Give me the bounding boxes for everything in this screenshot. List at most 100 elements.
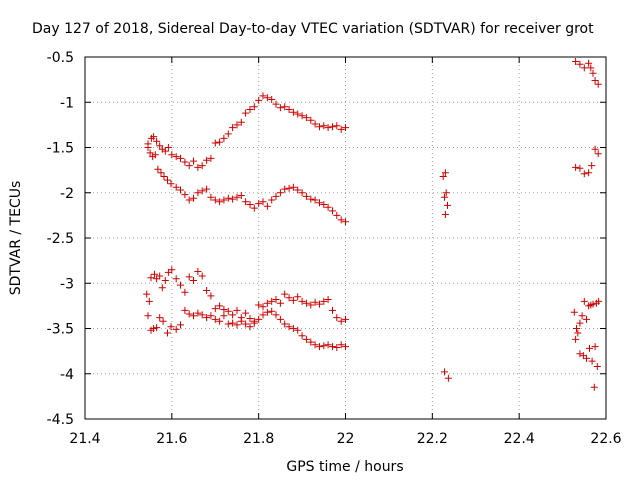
data-point bbox=[156, 272, 164, 280]
data-point bbox=[289, 325, 297, 332]
data-point bbox=[576, 350, 584, 358]
data-point bbox=[302, 114, 310, 122]
data-point bbox=[574, 329, 582, 337]
data-point bbox=[151, 151, 159, 159]
data-point bbox=[298, 297, 306, 305]
x-tick-label: 22.4 bbox=[504, 431, 535, 447]
y-tick-label: -4 bbox=[60, 367, 74, 383]
data-point bbox=[203, 156, 211, 164]
data-point bbox=[203, 314, 211, 322]
data-point bbox=[583, 315, 590, 323]
data-point bbox=[272, 296, 280, 303]
data-point bbox=[311, 196, 319, 204]
y-axis-label: SDTVAR / TECUs bbox=[8, 181, 24, 296]
data-point bbox=[185, 310, 193, 318]
data-point bbox=[294, 326, 302, 334]
data-point bbox=[190, 194, 197, 202]
data-point bbox=[151, 270, 158, 278]
data-point bbox=[172, 325, 180, 333]
data-point bbox=[185, 273, 193, 281]
data-point bbox=[160, 173, 168, 180]
data-point bbox=[439, 173, 447, 180]
grid-lines bbox=[85, 57, 606, 419]
data-point bbox=[320, 201, 328, 208]
data-point bbox=[294, 186, 302, 194]
data-point bbox=[307, 301, 315, 309]
data-point bbox=[342, 218, 349, 226]
data-point bbox=[320, 122, 328, 130]
data-point bbox=[316, 343, 323, 351]
data-point bbox=[441, 368, 448, 376]
x-tick-label: 21.4 bbox=[69, 431, 100, 447]
data-point bbox=[342, 315, 349, 323]
data-point bbox=[285, 184, 293, 192]
data-point bbox=[444, 201, 451, 209]
x-tick-labels: 21.4 21.6 21.8 22 22.2 22.4 22.6 bbox=[69, 431, 621, 447]
data-point bbox=[285, 106, 293, 113]
data-point bbox=[593, 363, 601, 370]
data-point bbox=[594, 150, 602, 158]
data-point bbox=[164, 329, 171, 337]
series-track-5 bbox=[439, 169, 452, 382]
data-point bbox=[211, 139, 219, 147]
data-point bbox=[207, 292, 215, 300]
data-point bbox=[276, 299, 284, 307]
data-point bbox=[224, 194, 232, 202]
data-point bbox=[595, 297, 603, 305]
data-point bbox=[157, 169, 165, 177]
data-point bbox=[242, 320, 250, 328]
data-point bbox=[185, 196, 193, 204]
data-point bbox=[154, 165, 162, 173]
data-point bbox=[250, 319, 258, 327]
axis-ticks bbox=[84, 56, 607, 420]
data-point bbox=[302, 192, 310, 200]
data-point bbox=[572, 58, 580, 65]
data-point bbox=[203, 185, 211, 193]
y-tick-label: -2 bbox=[60, 186, 74, 202]
data-point bbox=[181, 191, 189, 199]
data-point bbox=[583, 354, 590, 362]
data-point bbox=[181, 288, 189, 296]
data-point bbox=[337, 341, 345, 349]
chart-title: Day 127 of 2018, Sidereal Day-to-day VTE… bbox=[32, 21, 594, 37]
data-point bbox=[333, 122, 341, 130]
data-point bbox=[229, 195, 237, 203]
data-point bbox=[198, 187, 206, 195]
data-point bbox=[220, 306, 228, 313]
data-point bbox=[259, 198, 267, 206]
series-track-2 bbox=[144, 144, 349, 226]
data-point bbox=[156, 142, 164, 150]
data-point bbox=[250, 204, 258, 212]
data-point bbox=[216, 138, 224, 146]
data-point bbox=[255, 96, 263, 104]
data-point bbox=[172, 153, 180, 161]
data-point bbox=[233, 321, 241, 329]
data-point bbox=[150, 133, 158, 141]
data-point bbox=[255, 301, 263, 309]
x-tick-label: 21.6 bbox=[156, 431, 187, 447]
data-point bbox=[589, 300, 597, 308]
data-point bbox=[320, 297, 328, 305]
data-point bbox=[324, 124, 332, 132]
data-point bbox=[578, 312, 586, 320]
data-point bbox=[585, 169, 593, 177]
data-point bbox=[181, 158, 189, 166]
data-point bbox=[589, 69, 597, 77]
data-point bbox=[307, 338, 315, 346]
data-point bbox=[587, 64, 595, 72]
data-point bbox=[337, 317, 345, 325]
data-point bbox=[177, 321, 184, 329]
data-point bbox=[263, 94, 271, 102]
data-point bbox=[442, 189, 450, 197]
data-point bbox=[590, 383, 598, 391]
data-point bbox=[237, 118, 245, 126]
data-point bbox=[572, 335, 580, 343]
data-point bbox=[237, 317, 245, 325]
data-point bbox=[316, 123, 323, 131]
data-point bbox=[294, 110, 302, 118]
data-point bbox=[229, 311, 237, 319]
data-point bbox=[268, 196, 276, 204]
data-point bbox=[289, 108, 297, 116]
data-point bbox=[190, 277, 197, 284]
data-point bbox=[194, 268, 202, 275]
